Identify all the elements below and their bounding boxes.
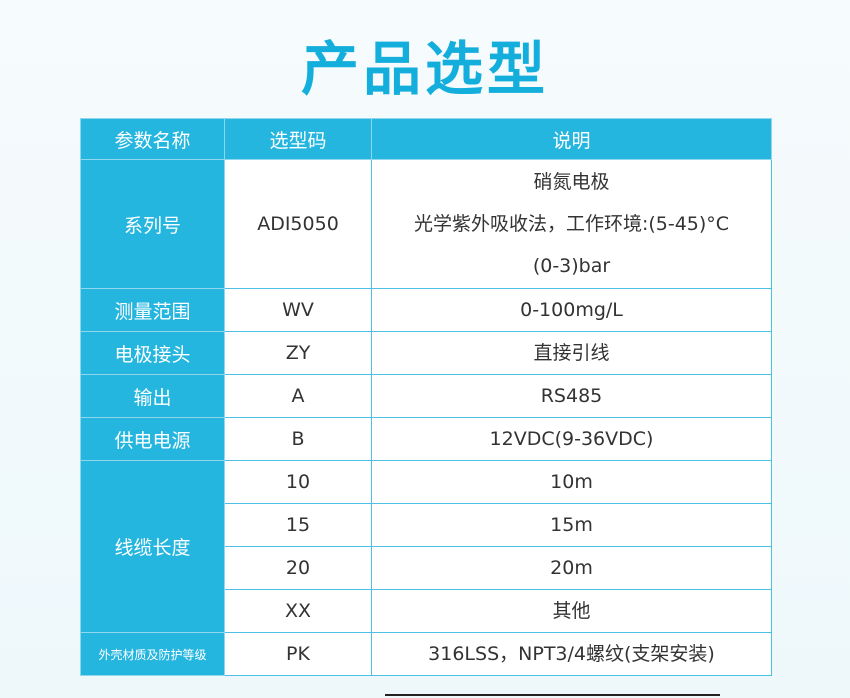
desc-cell: 直接引线 — [371, 331, 772, 375]
desc-line: 0-100mg/L — [520, 299, 623, 321]
divider — [385, 694, 720, 696]
param-cell: 测量范围 — [80, 288, 225, 332]
code-cell: 10 — [224, 460, 372, 504]
desc-cell: RS485 — [371, 374, 772, 418]
desc-cell: 其他 — [371, 589, 772, 633]
desc-line: RS485 — [540, 385, 603, 407]
desc-line: 直接引线 — [533, 342, 610, 364]
code-cell: ADI5050 — [224, 159, 372, 289]
desc-line: 20m — [550, 557, 593, 579]
param-cell: 输出 — [80, 374, 225, 418]
desc-line: 其他 — [552, 600, 591, 622]
header-cell: 选型码 — [224, 118, 372, 160]
desc-line: 硝氮电极 — [533, 171, 610, 193]
param-cell: 供电电源 — [80, 417, 225, 461]
table-row: 输出 A RS485 — [80, 374, 772, 418]
desc-cell: 10m — [371, 460, 772, 504]
header-row: 参数名称 选型码 说明 — [80, 118, 772, 160]
desc-cell: 12VDC(9-36VDC) — [371, 417, 772, 461]
param-cell: 线缆长度 — [80, 460, 225, 633]
param-cell: 电极接头 — [80, 331, 225, 375]
table-row: 测量范围 WV 0-100mg/L — [80, 288, 772, 332]
table-row: 20 20m — [81, 546, 772, 590]
selection-table: 参数名称 选型码 说明 系列号 ADI5050 硝氮电极 光学紫外吸收法，工作环境:(5-… — [80, 118, 772, 676]
desc-cell: 15m — [371, 503, 772, 547]
param-cell: 系列号 — [80, 159, 225, 289]
table-row: 电极接头 ZY 直接引线 — [80, 331, 772, 375]
header-cell: 参数名称 — [80, 118, 225, 160]
table-row: 系列号 ADI5050 硝氮电极光学紫外吸收法，工作环境:(5-45)°C (0-3)… — [80, 159, 772, 289]
desc-line: 12VDC(9-36VDC) — [489, 428, 654, 450]
desc-cell: 316LSS，NPT3/4螺纹(支架安装) — [371, 632, 772, 676]
desc-cell: 硝氮电极光学紫外吸收法，工作环境:(5-45)°C (0-3)bar — [371, 159, 772, 289]
desc-line: 316LSS，NPT3/4螺纹(支架安装) — [428, 643, 715, 665]
code-cell: PK — [224, 632, 372, 676]
code-cell: ZY — [224, 331, 372, 375]
desc-cell: 20m — [371, 546, 772, 590]
code-cell: WV — [224, 288, 372, 332]
table-row: 供电电源 B 12VDC(9-36VDC) — [80, 417, 772, 461]
param-cell: 外壳材质及防护等级 — [80, 632, 225, 676]
code-cell: B — [224, 417, 372, 461]
code-cell: A — [224, 374, 372, 418]
table-row: XX 其他 — [81, 589, 772, 633]
code-cell: 20 — [224, 546, 372, 590]
desc-line: 15m — [550, 514, 593, 536]
table-row: 线缆长度 10 10m — [80, 460, 772, 633]
header-cell: 说明 — [371, 118, 772, 160]
page-title: 产品选型 — [300, 35, 549, 103]
code-cell: XX — [224, 589, 372, 633]
desc-cell: 0-100mg/L — [371, 288, 772, 332]
desc-line: 光学紫外吸收法，工作环境:(5-45)°C — [413, 213, 730, 235]
desc-line: 10m — [550, 471, 593, 493]
desc-line: (0-3)bar — [532, 255, 611, 277]
code-cell: 15 — [224, 503, 372, 547]
table-row: 15 15m — [81, 503, 772, 547]
table-row: 外壳材质及防护等级 PK 316LSS，NPT3/4螺纹(支架安装) — [80, 632, 772, 676]
